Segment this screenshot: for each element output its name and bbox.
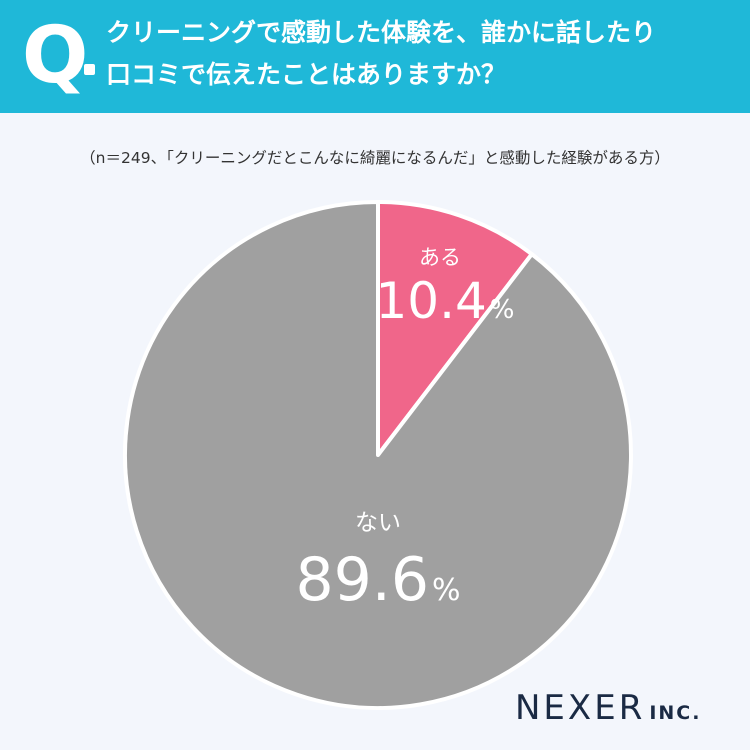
- slice-label: ない: [355, 510, 401, 536]
- logo-main: NEXER: [515, 688, 646, 728]
- pie-slice-yes: [376, 200, 534, 457]
- question-text: クリーニングで感動した体験を、誰かに話したり 口コミで伝えたことはありますか？: [106, 12, 736, 96]
- question-line-1: クリーニングで感動した体験を、誰かに話したり: [106, 18, 657, 47]
- sample-note: （n＝249、「クリーニングだとこんなに綺麗になるんだ」と感動した経験がある方）: [80, 149, 670, 167]
- question-header: Q クリーニングで感動した体験を、誰かに話したり 口コミで伝えたことはありますか…: [0, 0, 750, 113]
- logo-sub: INC.: [649, 702, 702, 724]
- slice-label: ある: [419, 245, 461, 269]
- question-line-2: 口コミで伝えたことはありますか？: [106, 60, 507, 89]
- nexer-logo: NEXER INC.: [515, 688, 701, 734]
- slice-value: 89.6%: [295, 545, 460, 615]
- slice-value: 10.4%: [375, 272, 514, 330]
- pie-labels: ある 10.4 % ない 89.6%: [295, 245, 514, 615]
- pie-slice-no: [123, 200, 633, 710]
- q-dot: [84, 64, 95, 75]
- q-letter: Q: [22, 11, 89, 101]
- pie-slices: [123, 200, 633, 710]
